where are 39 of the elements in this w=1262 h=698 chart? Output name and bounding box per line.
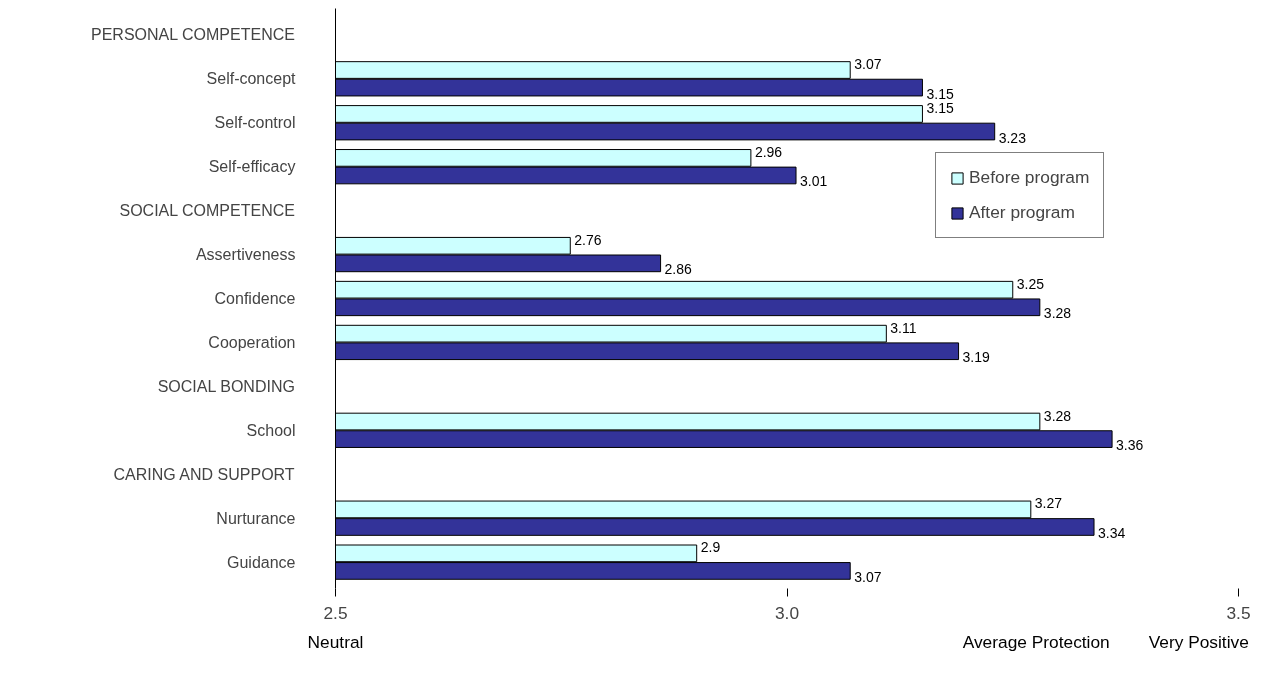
legend-label: Before program: [969, 167, 1090, 188]
data-label: 3.01: [800, 173, 828, 190]
y-tick-label: Nurturance: [216, 509, 296, 527]
text: Average Protection: [962, 631, 1110, 652]
data-label: 3.27: [1034, 495, 1063, 512]
y-tick-label: Cooperation: [208, 333, 296, 351]
data-label: 2.76: [574, 231, 602, 248]
data-label: 3.07: [854, 568, 882, 585]
y-tick-label: SOCIAL BONDING: [157, 377, 295, 395]
x-tick-label: 3.0: [774, 602, 800, 623]
data-label: 2.86: [664, 261, 693, 278]
y-tick-label: Guidance: [227, 553, 296, 571]
data-label: 3.34: [1098, 524, 1126, 541]
legend-label: After program: [969, 202, 1075, 223]
data-label: 3.23: [998, 129, 1027, 146]
data-label: 3.28: [1043, 305, 1072, 322]
data-label: 3.15: [926, 99, 954, 116]
x-tick-label: 2.5: [323, 602, 348, 623]
y-tick-label: Assertiveness: [195, 246, 296, 264]
y-tick-label: Self-control: [214, 114, 296, 132]
text: Neutral: [307, 631, 364, 652]
data-label: 2.9: [700, 539, 721, 556]
x-tick-label: 3.5: [1226, 602, 1251, 623]
y-tick-label: PERSONAL COMPETENCE: [91, 26, 295, 44]
text: Very Positive: [1148, 631, 1249, 652]
data-label: 3.15: [926, 85, 954, 102]
y-tick-label: SOCIAL COMPETENCE: [119, 202, 295, 220]
y-tick-label: Confidence: [214, 290, 296, 307]
y-tick-label: School: [246, 421, 296, 439]
y-tick-label: Self-concept: [206, 70, 297, 88]
data-label: 3.07: [854, 56, 882, 73]
data-label: 2.96: [754, 143, 783, 160]
y-tick-label: Self-efficacy: [208, 158, 296, 176]
data-label: 3.36: [1116, 437, 1144, 454]
data-label: 3.25: [1016, 275, 1045, 292]
data-label: 3.19: [962, 349, 991, 366]
data-label: 3.28: [1043, 407, 1072, 424]
y-tick-label: CARING AND SUPPORT: [113, 465, 295, 483]
data-label: 3.11: [890, 319, 917, 336]
